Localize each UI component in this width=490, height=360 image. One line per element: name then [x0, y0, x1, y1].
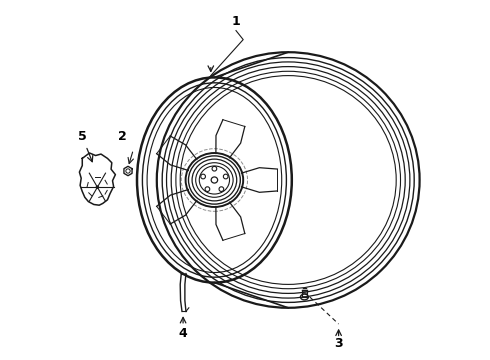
Text: 2: 2: [118, 130, 127, 143]
Ellipse shape: [96, 186, 99, 189]
Text: 5: 5: [78, 130, 87, 143]
Text: 3: 3: [334, 337, 343, 350]
Text: 1: 1: [232, 15, 241, 28]
Text: 4: 4: [179, 327, 188, 340]
